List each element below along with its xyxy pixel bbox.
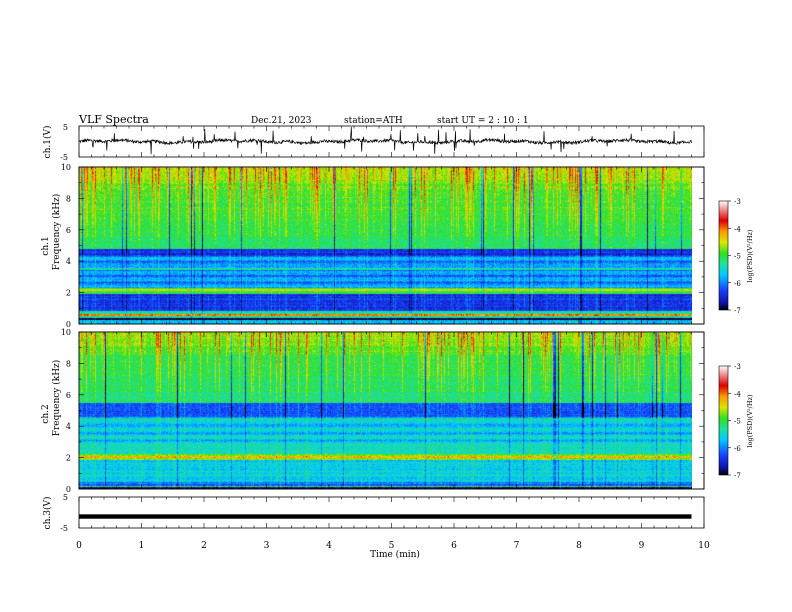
ch1-spec-ytick-label: 10 [61,163,71,172]
ch2-colorbar-tick-label: -7 [734,472,741,480]
ch2-colorbar-tick-label: -3 [734,363,741,371]
ch1-spectrogram-image [79,167,692,324]
ch1-colorbar-tick-label: -6 [734,280,741,288]
ch2-spec-ytick-label: 0 [66,485,71,494]
ch1-waveform-panel: ch.1(V) 5 -5 [42,123,705,162]
ch1-colorbar-tick-label: -7 [734,307,741,315]
ch1-colorbar: -3 -4 -5 -6 -7 log(PSD)(V²/Hz) [718,198,754,315]
ch2-colorbar-tick-label: -6 [734,445,741,453]
ch1-spec-ytick-label: 0 [66,320,71,329]
ch1-colorbar-tick-label: -3 [734,198,741,206]
ch2-spectrogram-panel: 0 2 4 6 8 10 ch.2 Frequency (kHz) [41,328,705,494]
ch2-spectrogram-channel-label: ch.2 [41,404,51,423]
time-axis-tick-label: 4 [326,541,332,551]
figure-title: VLF Spectra [78,113,149,126]
ch1-spectrogram-panel: 0 2 4 6 8 10 ch.1 Frequency (kHz) [41,163,705,329]
ch3-waveform-ylabel: ch.3(V) [42,497,53,530]
ch1-colorbar-label: log(PSD)(V²/Hz) [746,229,754,282]
ch2-spectrogram-image [79,332,692,489]
figure-station: station=ATH [344,116,403,126]
ch1-ytick-bottom: -5 [60,153,68,162]
ch1-colorbar-tick-label: -5 [734,253,741,261]
ch1-spec-ytick-label: 8 [66,194,71,203]
ch2-colorbar: -3 -4 -5 -6 -7 log(PSD)(V²/Hz) [718,363,754,480]
time-axis-tick-label: 7 [514,541,520,551]
ch1-colorbar-tick-label: -4 [734,225,741,233]
figure-start-time: start UT = 2 : 10 : 1 [437,116,529,126]
ch3-waveform-line [79,514,692,519]
time-axis-tick-label: 9 [639,541,645,551]
ch1-spectrogram-channel-label: ch.1 [41,236,51,255]
time-axis-tick-label: 10 [698,541,710,551]
ch1-waveform-line [79,126,692,155]
time-axis-label: Time (min) [370,549,420,560]
ch2-spec-ytick-label: 2 [66,454,71,463]
time-axis-tick-label: 8 [576,541,582,551]
ch2-colorbar-label: log(PSD)(V²/Hz) [746,394,754,447]
ch2-spec-ytick-label: 6 [66,391,71,400]
ch2-spec-ytick-label: 8 [66,359,71,368]
ch1-waveform-ylabel: ch.1(V) [42,126,53,159]
time-axis: 0 1 2 3 4 5 6 7 8 9 10 [76,541,710,551]
time-axis-tick-label: 5 [389,541,395,551]
ch2-spec-ytick-label: 10 [61,328,71,337]
ch2-colorbar-tick-label: -5 [734,418,741,426]
ch3-ytick-bottom: -5 [60,524,68,533]
ch1-spectrogram-ylabel: Frequency (kHz) [51,194,62,271]
figure-date: Dec.21, 2023 [251,116,312,126]
ch3-ytick-top: 5 [63,493,68,502]
ch2-spectrogram-ylabel: Frequency (kHz) [51,360,62,437]
time-axis-tick-label: 3 [264,541,270,551]
ch1-spec-ytick-label: 6 [66,226,71,235]
time-axis-tick-label: 2 [201,541,207,551]
time-axis-tick-label: 0 [76,541,82,551]
time-axis-tick-label: 6 [451,541,457,551]
ch1-spec-ytick-label: 2 [66,289,71,298]
ch2-colorbar-tick-label: -4 [734,390,741,398]
ch1-spec-ytick-label: 4 [66,257,71,266]
time-axis-tick-label: 1 [139,541,145,551]
ch2-spec-ytick-label: 4 [66,422,71,431]
ch3-waveform-panel: ch.3(V) 5 -5 [42,493,705,533]
ch1-ytick-top: 5 [63,123,68,132]
